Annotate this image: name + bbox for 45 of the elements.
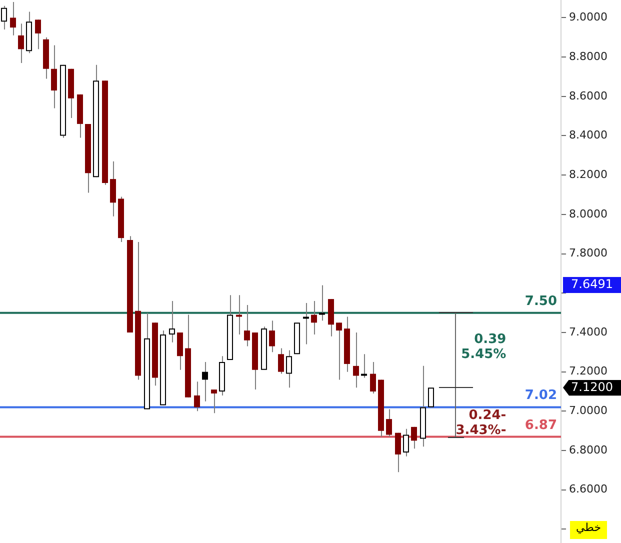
y-tick-label: 9.0000 (569, 10, 608, 24)
candlestick (194, 381, 200, 412)
candlestick (311, 300, 317, 335)
candlestick (278, 348, 284, 374)
candlestick (110, 160, 116, 217)
candlestick (236, 294, 242, 335)
candlestick (10, 1, 16, 36)
candlestick (395, 432, 401, 473)
ref-line-label: 7.50 (524, 294, 557, 310)
text: 7.1200 (563, 380, 621, 396)
candlestick (353, 332, 359, 388)
candlestick (177, 332, 183, 370)
candlestick (18, 23, 24, 64)
candlestick (411, 426, 417, 450)
candlestick (202, 362, 208, 402)
candlestick (336, 322, 342, 380)
y-tick-label: 7.2000 (569, 364, 608, 378)
annotation: 0.39 5.45% (461, 332, 506, 362)
candlestick (403, 428, 409, 457)
ref-line-label: 6.87 (524, 418, 557, 434)
candlestick (269, 320, 275, 353)
y-tick-label: 7.4000 (569, 325, 608, 338)
y-tick-label: 7.0000 (569, 404, 608, 418)
y-tick-label: 6.6000 (569, 482, 608, 496)
y-tick-label: 8.8000 (569, 50, 608, 63)
candlestick (286, 350, 292, 388)
y-tick-label: 8.6000 (569, 89, 608, 102)
y-tick-label: 7.8000 (569, 246, 608, 260)
candlestick (211, 389, 217, 414)
candlestick (386, 408, 392, 438)
ref-line-label: 7.02 (524, 388, 557, 404)
candlestick (244, 304, 250, 347)
text: 7.6491 (563, 277, 621, 293)
y-tick-label: 8.0000 (569, 207, 608, 220)
candlestick (169, 300, 175, 343)
candlestick (361, 354, 367, 378)
y-tick-label: 6.8000 (569, 443, 608, 456)
candlestick (370, 362, 376, 394)
candlestick (35, 19, 41, 50)
y-tick-label: 8.2000 (569, 168, 608, 181)
candlestick (319, 284, 325, 322)
text: خطي (570, 521, 607, 539)
y-tick-label: 8.4000 (569, 128, 608, 142)
candlestick (51, 44, 57, 109)
annotation: 0.24- 3.43%- (456, 408, 506, 438)
